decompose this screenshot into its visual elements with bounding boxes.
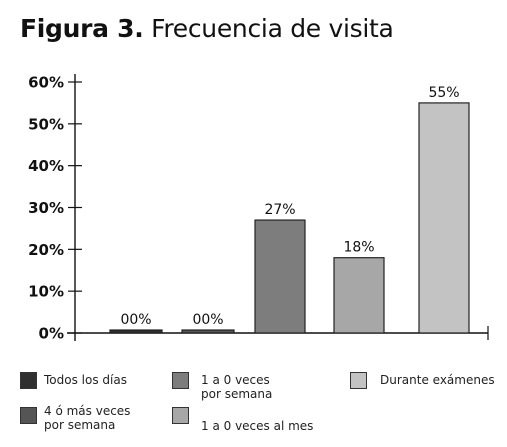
- figure-number: Figura 3.: [20, 14, 144, 43]
- bar-value-label: 55%: [428, 85, 459, 101]
- y-tick-label: 40%: [28, 157, 64, 175]
- bar-value-label: 00%: [120, 312, 151, 328]
- bar: [418, 102, 470, 334]
- bar-value-label: 18%: [343, 240, 374, 256]
- legend-swatch: [20, 407, 37, 424]
- y-tick-label: 20%: [28, 241, 64, 259]
- y-tick-label: 0%: [39, 325, 64, 343]
- legend-label: 1 a 0 veces al mes: [201, 419, 314, 433]
- bar-value-label: 00%: [192, 312, 223, 328]
- y-tick-label: 30%: [28, 199, 64, 217]
- legend-label: Todos los días: [44, 373, 127, 387]
- bar: [254, 219, 306, 334]
- bar: [181, 329, 235, 334]
- y-tick-label: 60%: [28, 74, 64, 92]
- legend-swatch: [20, 372, 37, 389]
- y-tick-label: 50%: [28, 115, 64, 133]
- legend-swatch: [172, 407, 189, 424]
- bar-value-label: 27%: [264, 202, 295, 218]
- legend-swatch: [172, 372, 189, 389]
- legend-label: 1 a 0 veces por semana: [201, 373, 273, 401]
- bar-chart: 0% 10% 20% 30% 40% 50% 60% 00% 00% 27% 18% 55%: [28, 74, 489, 343]
- figure-caption: Frecuencia de visita: [151, 14, 394, 43]
- legend-label: Durante exámenes: [380, 373, 495, 387]
- y-tick-label: 10%: [28, 283, 64, 301]
- bar: [109, 329, 163, 334]
- legend-label: 4 ó más veces por semana: [44, 404, 131, 432]
- bar: [333, 257, 385, 334]
- legend-swatch: [350, 372, 367, 389]
- chart-title: Figura 3. Frecuencia de visita: [20, 14, 394, 43]
